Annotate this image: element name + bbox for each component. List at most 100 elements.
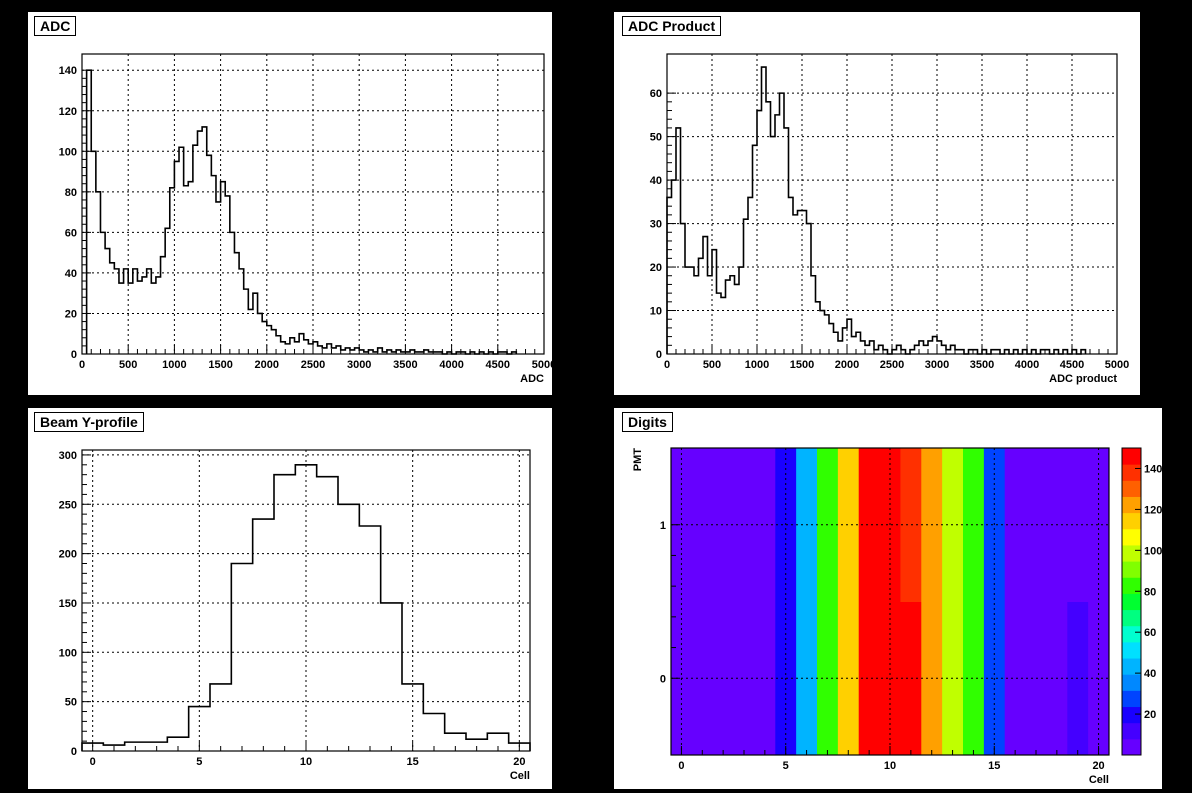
histogram-bin <box>96 192 101 354</box>
histogram-bin <box>775 115 780 354</box>
heatmap-cell <box>754 448 776 602</box>
histogram-bin <box>933 337 938 354</box>
y-tick-label: 30 <box>650 219 662 231</box>
histogram-bin <box>216 202 221 354</box>
histogram-bin <box>317 477 338 751</box>
histogram-bin <box>87 70 92 354</box>
histogram-bin <box>290 338 295 354</box>
heatmap-cell <box>712 601 735 756</box>
adc-product-title: ADC Product <box>622 16 722 36</box>
histogram-bin <box>807 224 812 354</box>
palette-swatch <box>1122 674 1141 691</box>
x-tick-label: 2500 <box>880 359 904 371</box>
histogram-bin <box>901 350 906 354</box>
x-tick-label: 0 <box>79 359 85 371</box>
histogram-bin <box>253 519 274 751</box>
histogram-bin <box>937 341 942 354</box>
histogram-bin <box>338 504 359 751</box>
palette-tick-label: 20 <box>1144 709 1156 721</box>
histogram-bin <box>861 341 866 354</box>
histogram-bin <box>744 219 749 354</box>
histogram-bin <box>753 145 758 354</box>
x-tick-label: 2000 <box>255 359 279 371</box>
histogram-bin <box>735 284 740 354</box>
histogram-bin <box>262 322 267 354</box>
histogram-bin <box>690 267 695 354</box>
heatmap-cell <box>775 448 797 602</box>
histogram-bin <box>712 250 717 354</box>
histogram-bin <box>313 342 318 354</box>
palette-frame <box>1121 447 1142 756</box>
histogram-bin <box>308 344 313 354</box>
y-tick-label: 50 <box>65 697 77 709</box>
histogram-bin <box>910 350 915 354</box>
x-tick-label: 0 <box>678 760 684 772</box>
x-tick-label: 4500 <box>486 359 510 371</box>
histogram-bin <box>762 67 767 354</box>
palette-tick-label: 40 <box>1144 668 1156 680</box>
histogram-bin <box>780 93 785 354</box>
x-tick-label: 1500 <box>208 359 232 371</box>
digits-chart: 0 5 10 15 20 0 1 Cell PMT 20 40 60 80 100 120 140 <box>632 447 1162 786</box>
histogram-bin <box>231 563 252 751</box>
histogram-bin <box>870 341 875 354</box>
y-tick-label: 10 <box>650 306 662 318</box>
adc-title: ADC <box>34 16 77 36</box>
x-tick-label: 1000 <box>745 359 769 371</box>
palette-swatch <box>1122 625 1141 643</box>
histogram-bin <box>928 341 933 354</box>
histogram-bin <box>834 332 839 354</box>
x-tick-label: 5 <box>783 760 789 772</box>
heatmap-cell <box>733 601 755 756</box>
histogram-bin <box>820 311 825 354</box>
y-tick-label: 40 <box>65 268 77 280</box>
histogram-bin <box>198 131 203 354</box>
histogram-bin <box>757 111 762 354</box>
histogram-bin <box>359 526 380 751</box>
histogram-bin <box>274 475 295 751</box>
histogram-bin <box>1005 350 1010 354</box>
histogram-bin <box>865 345 870 354</box>
histogram-bin <box>295 465 316 751</box>
heatmap-cell <box>837 448 860 602</box>
histogram-bin <box>838 341 843 354</box>
palette-swatch <box>1122 609 1141 627</box>
histogram-bin <box>717 293 722 354</box>
histogram-bin <box>726 280 731 354</box>
y-tick-label: 1 <box>660 520 666 532</box>
x-tick-label: 2500 <box>301 359 325 371</box>
palette-swatch <box>1122 464 1141 481</box>
histogram-bin <box>1081 350 1086 354</box>
histogram-bin <box>322 348 327 354</box>
y-tick-label: 0 <box>71 349 77 361</box>
histogram-bin <box>359 350 364 354</box>
y-axis-title: PMT <box>632 448 644 472</box>
heatmap-cell <box>963 448 985 602</box>
heatmap-cell <box>837 601 860 756</box>
x-tick-label: 500 <box>119 359 137 371</box>
histogram-bin <box>924 345 929 354</box>
x-tick-label: 20 <box>1092 760 1104 772</box>
histogram-bin <box>295 342 300 354</box>
x-axis-title: Cell <box>1089 774 1109 786</box>
x-axis-title: ADC product <box>1049 373 1117 385</box>
histogram-bin <box>1054 350 1059 354</box>
x-tick-label: 0 <box>664 359 670 371</box>
y-tick-label: 250 <box>59 499 77 511</box>
x-tick-label: 5 <box>196 756 202 768</box>
histogram-bin <box>156 277 161 354</box>
histogram-bin <box>991 350 996 354</box>
histogram-bin <box>258 313 263 354</box>
histogram-bin <box>318 346 323 354</box>
palette-swatch <box>1122 706 1141 724</box>
histogram-bin <box>784 128 789 354</box>
histogram-bin <box>1063 350 1068 354</box>
palette-swatch <box>1122 544 1141 562</box>
y-tick-label: 300 <box>59 450 77 462</box>
histogram-bin <box>892 350 897 354</box>
histogram-bin <box>423 713 444 751</box>
palette-swatch <box>1122 577 1141 594</box>
histogram-bin <box>879 345 884 354</box>
histogram-bin <box>1041 350 1046 354</box>
